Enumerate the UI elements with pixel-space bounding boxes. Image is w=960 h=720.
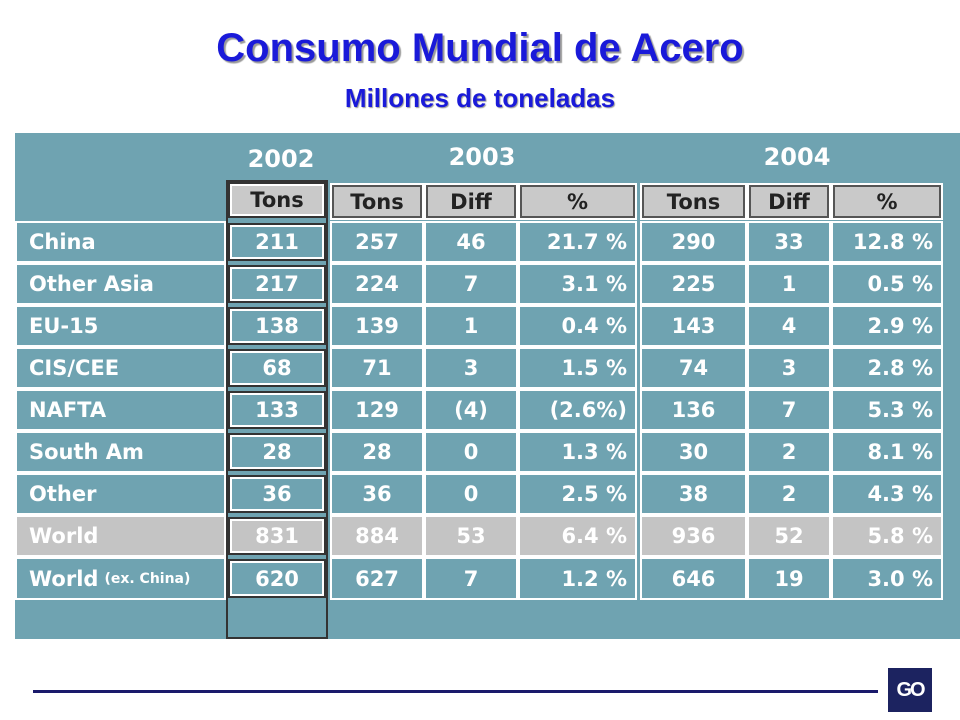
- region-name: South Am: [29, 440, 144, 464]
- cell-2004-diff: 19: [747, 557, 831, 600]
- year-2002-heading: 2002: [247, 145, 315, 173]
- cell-2003-tons: 139: [330, 305, 424, 347]
- cell-2004-tons: 143: [640, 305, 747, 347]
- row-label-1: Other Asia: [15, 263, 226, 305]
- region-name: World: [29, 524, 99, 548]
- slide-subtitle: Millones de toneladas: [344, 83, 616, 113]
- cell-2003-diff: 53: [424, 515, 518, 557]
- footer-divider: [33, 690, 878, 693]
- cell-2004-tons: 30: [640, 431, 747, 473]
- cell-2003-diff: 46: [424, 221, 518, 263]
- header-2003-tons: Tons: [330, 183, 424, 220]
- cell-2004-diff: 2: [747, 431, 831, 473]
- cell-2003-diff: 7: [424, 263, 518, 305]
- year-2003-heading: 2003: [448, 143, 516, 171]
- region-name: World: [29, 566, 99, 591]
- cell-2004-tons: 225: [640, 263, 747, 305]
- region-name: CIS/CEE: [29, 356, 120, 380]
- region-name: Other: [29, 482, 97, 506]
- region-name: China: [29, 230, 96, 254]
- cell-2002-tons: 28: [228, 433, 326, 471]
- cell-2004-tons: 38: [640, 473, 747, 515]
- cell-2003-diff: 7: [424, 557, 518, 600]
- cell-2004-tons: 74: [640, 347, 747, 389]
- cell-2002-tons: 138: [228, 307, 326, 345]
- cell-2004-diff: 2: [747, 473, 831, 515]
- cell-2003-tons: 28: [330, 431, 424, 473]
- cell-2003-diff: (4): [424, 389, 518, 431]
- row-label-6: Other: [15, 473, 226, 515]
- cell-2002-tons: 36: [228, 475, 326, 513]
- cell-2004-pct: 4.3 %: [831, 473, 943, 515]
- region-name: NAFTA: [29, 398, 107, 422]
- cell-2003-pct: 21.7 %: [518, 221, 637, 263]
- cell-2003-diff: 0: [424, 473, 518, 515]
- cell-2003-tons: 257: [330, 221, 424, 263]
- header-2003-diff: Diff: [424, 183, 518, 220]
- cell-2002-tons: 133: [228, 391, 326, 429]
- cell-2003-pct: (2.6%): [518, 389, 637, 431]
- cell-2004-tons: 646: [640, 557, 747, 600]
- cell-2004-diff: 4: [747, 305, 831, 347]
- region-qualifier: (ex. China): [104, 570, 191, 587]
- cell-2004-diff: 1: [747, 263, 831, 305]
- cell-2003-pct: 0.4 %: [518, 305, 637, 347]
- cell-2004-pct: 12.8 %: [831, 221, 943, 263]
- header-2003-pct: %: [518, 183, 637, 220]
- cell-2003-pct: 6.4 %: [518, 515, 637, 557]
- slide-title: Consumo Mundial de Acero: [216, 26, 744, 70]
- header-2002-tons: Tons: [228, 182, 326, 218]
- cell-2003-diff: 1: [424, 305, 518, 347]
- row-label-3: CIS/CEE: [15, 347, 226, 389]
- cell-2003-tons: 224: [330, 263, 424, 305]
- company-logo: GO: [888, 668, 932, 712]
- cell-2004-pct: 2.9 %: [831, 305, 943, 347]
- header-2004-pct: %: [831, 183, 943, 220]
- cell-2004-pct: 8.1 %: [831, 431, 943, 473]
- cell-2003-pct: 1.5 %: [518, 347, 637, 389]
- header-2004-tons: Tons: [640, 183, 747, 220]
- cell-2004-diff: 52: [747, 515, 831, 557]
- cell-2004-pct: 5.8 %: [831, 515, 943, 557]
- cell-2004-diff: 33: [747, 221, 831, 263]
- cell-2002-tons: 831: [228, 517, 326, 555]
- cell-2003-tons: 71: [330, 347, 424, 389]
- row-label-2: EU-15: [15, 305, 226, 347]
- cell-2003-pct: 2.5 %: [518, 473, 637, 515]
- cell-2004-pct: 0.5 %: [831, 263, 943, 305]
- header-2004-diff: Diff: [747, 183, 831, 220]
- row-label-8: World (ex. China): [15, 557, 226, 600]
- cell-2003-tons: 884: [330, 515, 424, 557]
- steel-consumption-table: 2002 2003 2004 Tons Tons Diff% Tons Diff% Chi…: [15, 133, 960, 639]
- row-label-7: World: [15, 515, 226, 557]
- cell-2004-tons: 936: [640, 515, 747, 557]
- cell-2004-pct: 2.8 %: [831, 347, 943, 389]
- cell-2003-tons: 129: [330, 389, 424, 431]
- cell-2002-tons: 620: [228, 559, 326, 598]
- row-label-0: China: [15, 221, 226, 263]
- cell-2004-pct: 5.3 %: [831, 389, 943, 431]
- region-name: Other Asia: [29, 272, 154, 296]
- cell-2004-tons: 290: [640, 221, 747, 263]
- region-name: EU-15: [29, 314, 99, 338]
- cell-2002-tons: 217: [228, 265, 326, 303]
- year-2004-heading: 2004: [763, 143, 831, 171]
- cell-2003-tons: 627: [330, 557, 424, 600]
- cell-2003-diff: 0: [424, 431, 518, 473]
- cell-2002-tons: 211: [228, 223, 326, 261]
- row-label-4: NAFTA: [15, 389, 226, 431]
- cell-2003-diff: 3: [424, 347, 518, 389]
- cell-2004-tons: 136: [640, 389, 747, 431]
- cell-2003-pct: 3.1 %: [518, 263, 637, 305]
- cell-2004-pct: 3.0 %: [831, 557, 943, 600]
- cell-2003-tons: 36: [330, 473, 424, 515]
- row-label-5: South Am: [15, 431, 226, 473]
- cell-2004-diff: 7: [747, 389, 831, 431]
- cell-2003-pct: 1.2 %: [518, 557, 637, 600]
- cell-2004-diff: 3: [747, 347, 831, 389]
- cell-2002-tons: 68: [228, 349, 326, 387]
- cell-2003-pct: 1.3 %: [518, 431, 637, 473]
